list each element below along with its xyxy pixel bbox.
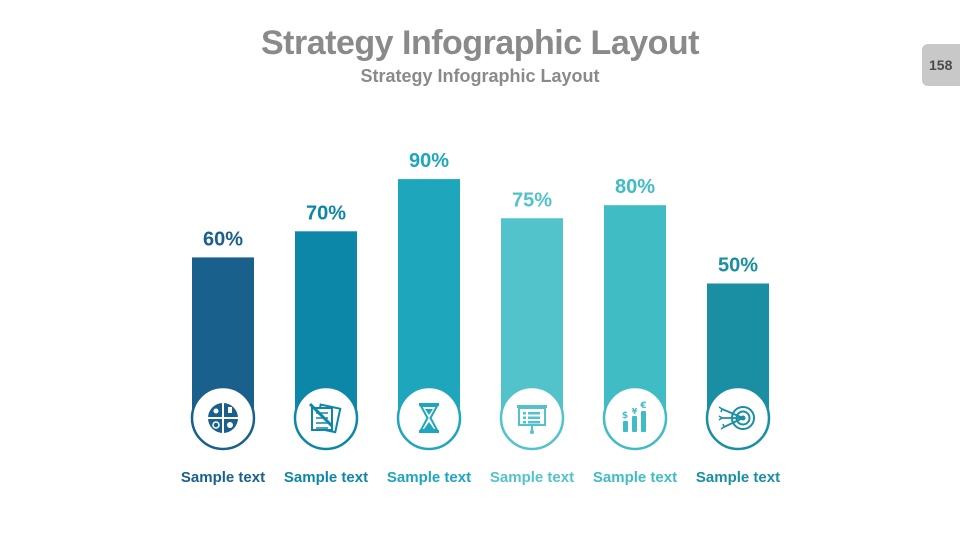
target-arrows-icon	[718, 406, 755, 430]
category-label-1: Sample text	[181, 469, 265, 486]
bar-value-label-5: 80%	[615, 176, 655, 198]
slide-title: Strategy Infographic Layout	[261, 24, 700, 62]
svg-text:$: $	[622, 411, 628, 421]
bar-value-label-4: 75%	[512, 189, 552, 211]
bar-4	[501, 218, 563, 414]
currency-growth-icon: $ ¥€	[622, 401, 647, 432]
bar-value-label-3: 90%	[409, 150, 449, 172]
bar-value-label-1: 60%	[203, 228, 243, 250]
quadrant-diagram-icon	[208, 403, 238, 433]
documents-pencil-icon	[308, 402, 342, 434]
category-label-5: Sample text	[593, 469, 677, 486]
page-number-badge: 158	[922, 44, 960, 86]
slide-subtitle: Strategy Infographic Layout	[360, 66, 600, 86]
bar-3	[398, 179, 460, 414]
hourglass-icon	[419, 403, 439, 433]
category-label-6: Sample text	[696, 469, 780, 486]
bar-5	[604, 205, 666, 414]
icon-badge-3	[396, 385, 462, 451]
bar-value-label-6: 50%	[718, 255, 758, 277]
category-label-2: Sample text	[284, 469, 368, 486]
bar-2	[295, 231, 357, 414]
bar-value-label-2: 70%	[306, 202, 346, 224]
category-label-4: Sample text	[490, 469, 574, 486]
svg-text:¥: ¥	[632, 407, 638, 416]
svg-text:€: €	[639, 401, 646, 411]
category-label-3: Sample text	[387, 469, 471, 486]
presentation-board-icon	[517, 405, 547, 434]
